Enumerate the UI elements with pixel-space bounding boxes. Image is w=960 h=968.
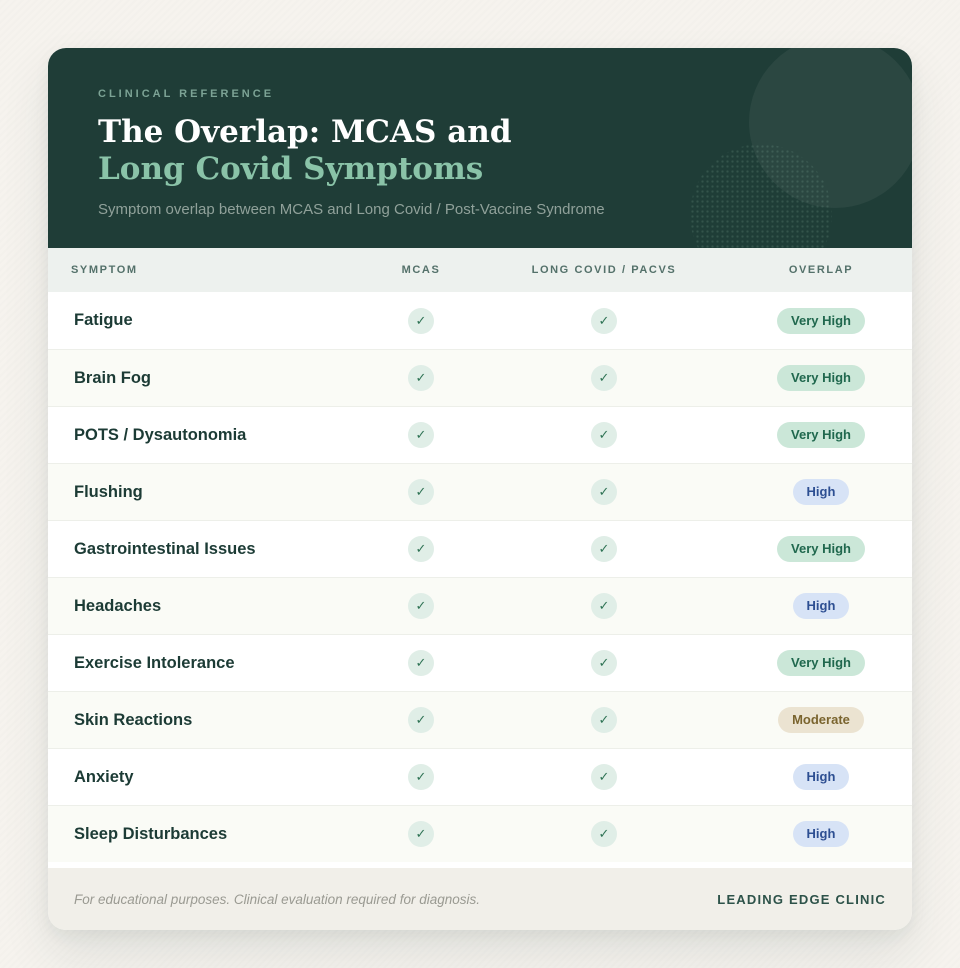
symptom-label: Brain Fog bbox=[74, 368, 151, 387]
table-row: Anxiety ✓ ✓ High bbox=[48, 748, 912, 805]
overlap-badge: High bbox=[792, 821, 850, 847]
symptom-label: POTS / Dysautonomia bbox=[74, 425, 247, 444]
check-icon: ✓ bbox=[408, 707, 434, 733]
check-icon: ✓ bbox=[408, 536, 434, 562]
table-header-row: SYMPTOM MCAS LONG COVID / PACVS OVERLAP bbox=[48, 248, 912, 292]
overlap-badge: Very High bbox=[777, 536, 865, 562]
overlap-badge: High bbox=[792, 593, 850, 619]
table-row: Fatigue ✓ ✓ Very High bbox=[48, 292, 912, 349]
check-icon: ✓ bbox=[591, 707, 617, 733]
overlap-badge: Very High bbox=[777, 365, 865, 391]
check-icon: ✓ bbox=[591, 764, 617, 790]
brand-label: LEADING EDGE CLINIC bbox=[717, 891, 886, 907]
table-row: POTS / Dysautonomia ✓ ✓ Very High bbox=[48, 406, 912, 463]
table-row: Exercise Intolerance ✓ ✓ Very High bbox=[48, 634, 912, 691]
table-row: Flushing ✓ ✓ High bbox=[48, 463, 912, 520]
symptom-label: Anxiety bbox=[74, 767, 134, 786]
check-icon: ✓ bbox=[591, 307, 617, 334]
check-icon: ✓ bbox=[408, 821, 434, 847]
overlap-badge: Moderate bbox=[778, 707, 864, 733]
symptom-label: Headaches bbox=[74, 596, 162, 615]
disclaimer-text: For educational purposes. Clinical evalu… bbox=[74, 891, 480, 907]
table-row: Sleep Disturbances ✓ ✓ High bbox=[48, 805, 912, 862]
check-icon: ✓ bbox=[591, 536, 617, 562]
check-icon: ✓ bbox=[591, 593, 617, 619]
check-icon: ✓ bbox=[408, 650, 434, 676]
overlap-badge: High bbox=[792, 764, 850, 790]
symptom-label: Fatigue bbox=[74, 311, 133, 329]
check-icon: ✓ bbox=[408, 365, 434, 391]
check-icon: ✓ bbox=[591, 650, 617, 676]
table-row: Gastrointestinal Issues ✓ ✓ Very High bbox=[48, 520, 912, 577]
column-header-long-covid: LONG COVID / PACVS bbox=[531, 264, 677, 276]
symptom-label: Skin Reactions bbox=[74, 710, 193, 729]
title-line-1: The Overlap: MCAS and bbox=[98, 114, 512, 150]
check-icon: ✓ bbox=[591, 365, 617, 391]
check-icon: ✓ bbox=[408, 307, 434, 334]
check-icon: ✓ bbox=[408, 593, 434, 619]
card-header: CLINICAL REFERENCE The Overlap: MCAS and… bbox=[48, 48, 912, 248]
check-icon: ✓ bbox=[591, 422, 617, 448]
symptom-label: Flushing bbox=[74, 482, 143, 501]
overlap-badge: Very High bbox=[777, 650, 865, 676]
reference-card: CLINICAL REFERENCE The Overlap: MCAS and… bbox=[48, 48, 912, 930]
card-footer: For educational purposes. Clinical evalu… bbox=[48, 868, 912, 930]
column-header-overlap: OVERLAP bbox=[788, 264, 854, 276]
symptom-label: Gastrointestinal Issues bbox=[74, 539, 256, 558]
check-icon: ✓ bbox=[408, 422, 434, 448]
table-row: Headaches ✓ ✓ High bbox=[48, 577, 912, 634]
check-icon: ✓ bbox=[591, 479, 617, 505]
eyebrow-label: CLINICAL REFERENCE bbox=[98, 88, 275, 100]
overlap-badge: Very High bbox=[777, 422, 865, 448]
table-row: Skin Reactions ✓ ✓ Moderate bbox=[48, 691, 912, 748]
check-icon: ✓ bbox=[408, 764, 434, 790]
title-line-2: Long Covid Symptoms bbox=[98, 151, 484, 187]
check-icon: ✓ bbox=[591, 821, 617, 847]
column-header-symptom: SYMPTOM bbox=[71, 264, 138, 276]
symptom-label: Sleep Disturbances bbox=[74, 824, 228, 843]
symptom-label: Exercise Intolerance bbox=[74, 653, 235, 672]
subtitle: Symptom overlap between MCAS and Long Co… bbox=[98, 201, 605, 218]
check-icon: ✓ bbox=[408, 479, 434, 505]
overlap-badge: High bbox=[792, 479, 850, 505]
table-body: Fatigue ✓ ✓ Very High Brain Fog ✓ ✓ Very… bbox=[48, 292, 912, 868]
table-row: Brain Fog ✓ ✓ Very High bbox=[48, 349, 912, 406]
column-header-mcas: MCAS bbox=[401, 264, 441, 276]
page-title: The Overlap: MCAS and Long Covid Symptom… bbox=[98, 114, 862, 188]
overlap-badge: Very High bbox=[777, 307, 865, 334]
